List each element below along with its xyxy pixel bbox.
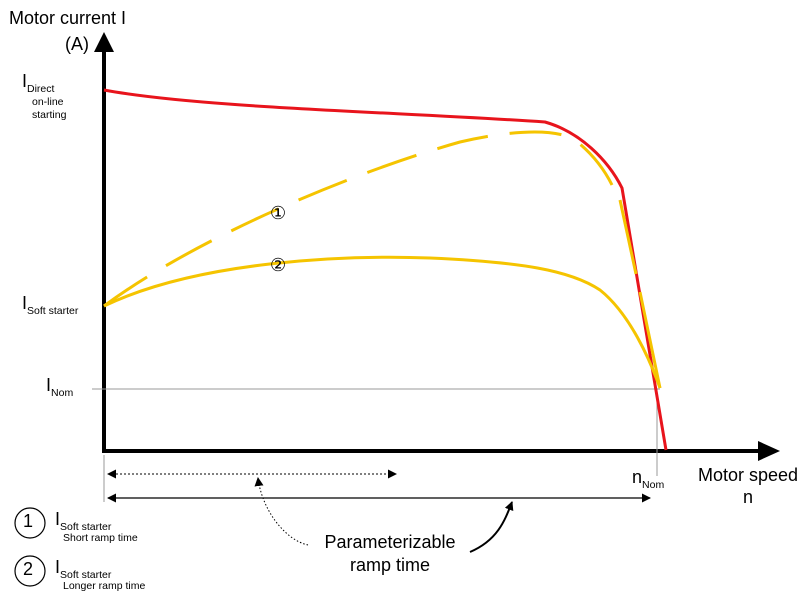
soft-starter-curve-short [103, 130, 614, 308]
y-axis-arrowhead [94, 32, 114, 52]
y-axis-unit: (A) [65, 34, 89, 54]
curve-marker-1: ① [270, 203, 287, 224]
ramp-time-label: Parameterizable ramp time [324, 532, 456, 575]
short-ramp-connector [254, 477, 309, 546]
soft-starter-current-label: ISoft starter [22, 293, 79, 317]
long-ramp-connector [469, 501, 514, 553]
legend-item-1: ISoft starter Short ramp time [55, 509, 138, 544]
nominal-current-label: INom [46, 375, 74, 399]
legend-circle-1 [14, 507, 46, 539]
x-axis-label: Motor speed n [697, 465, 799, 507]
legend-item-2: ISoft starter Longer ramp time [55, 557, 146, 592]
direct-current-label: IDirect on-line starting [22, 71, 67, 121]
legend-symbol-1: 1 [23, 511, 34, 531]
curve-marker-2: ② [270, 255, 287, 276]
soft-starter-curve-long [103, 255, 662, 389]
nominal-speed-label: nNom [632, 467, 665, 491]
direct-online-curve [103, 88, 668, 451]
y-axis-label: Motor current I [9, 8, 127, 28]
x-axis-arrowhead [758, 441, 780, 461]
legend-symbol-2: 2 [23, 559, 34, 579]
soft-starter-curve-short-tail [618, 199, 662, 389]
legend-circle-2 [14, 555, 46, 587]
